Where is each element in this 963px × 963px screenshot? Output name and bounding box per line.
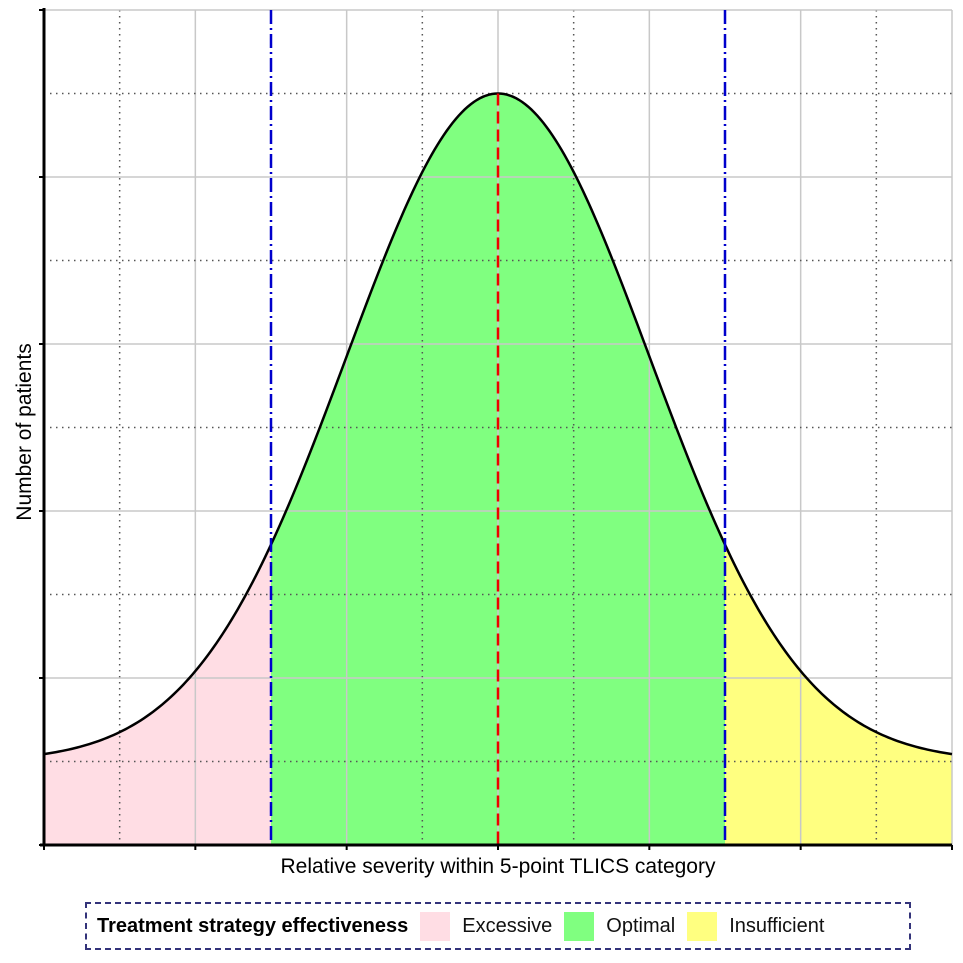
legend-swatch-excessive (420, 911, 451, 941)
y-axis-label: Number of patients (13, 343, 36, 521)
x-axis-label: Relative severity within 5-point TLICS c… (280, 855, 716, 878)
legend-title: Treatment strategy effectiveness (97, 914, 409, 937)
legend-label-optimal: Optimal (606, 914, 676, 937)
region-excessive (44, 544, 271, 845)
legend-swatch-insufficient (687, 911, 718, 941)
legend-label-excessive: Excessive (462, 914, 553, 937)
legend-swatch-optimal (564, 911, 595, 941)
legend-label-insufficient: Insufficient (729, 914, 825, 937)
region-insufficient (725, 544, 952, 845)
legend: Treatment strategy effectiveness Excessi… (85, 902, 911, 950)
